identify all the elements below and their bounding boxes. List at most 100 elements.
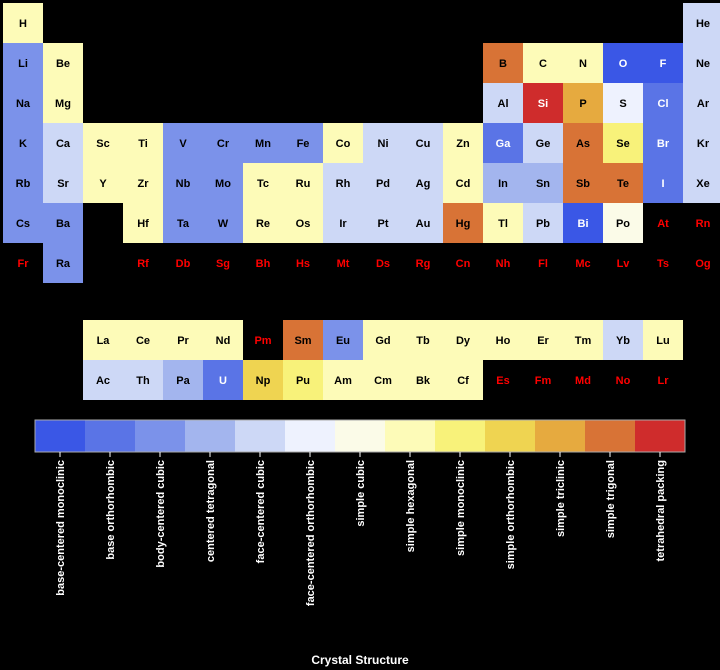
element-cell-zn: Zn (443, 123, 483, 163)
element-tile-tl (483, 203, 523, 243)
element-cell-br: Br (643, 123, 683, 163)
colorbar-label: simple orthorhombic (505, 460, 517, 569)
element-cell-rg: Rg (416, 258, 431, 270)
element-symbol: In (498, 178, 508, 190)
element-cell-la: La (83, 320, 123, 360)
element-symbol: Ar (697, 98, 710, 110)
element-symbol: Si (538, 98, 548, 110)
element-cell-in: In (483, 163, 523, 203)
element-symbol: Tm (575, 335, 592, 347)
element-tile-li (3, 43, 43, 83)
element-tile-ga (483, 123, 523, 163)
colorbar-label: base-centered monoclinic (55, 460, 67, 596)
element-symbol: C (539, 58, 547, 70)
element-cell-yb: Yb (603, 320, 643, 360)
element-tile-sn (523, 163, 563, 203)
element-symbol: Rf (137, 258, 149, 270)
element-symbol: Ni (378, 138, 389, 150)
element-tile-cu (403, 123, 443, 163)
element-cell-pm: Pm (254, 335, 271, 347)
element-tile-po (603, 203, 643, 243)
element-symbol: Rb (16, 178, 31, 190)
element-tile-ra (43, 243, 83, 283)
element-cell-gd: Gd (363, 320, 403, 360)
element-symbol: Ds (376, 258, 390, 270)
element-symbol: Se (616, 138, 629, 150)
element-cell-pa: Pa (163, 360, 203, 400)
element-cell-sn: Sn (523, 163, 563, 203)
element-tile-ca (43, 123, 83, 163)
element-tile-s (603, 83, 643, 123)
element-cell-ru: Ru (283, 163, 323, 203)
element-cell-b: B (483, 43, 523, 83)
element-cell-lu: Lu (643, 320, 683, 360)
element-tile-cs (3, 203, 43, 243)
colorbar-swatch (135, 420, 186, 452)
element-cell-f: F (643, 43, 683, 83)
colorbar-label: body-centered cubic (155, 460, 167, 568)
element-symbol: Tb (416, 335, 430, 347)
element-tile-zr (123, 163, 163, 203)
colorbar-swatch (635, 420, 686, 452)
element-symbol: Th (136, 375, 150, 387)
element-tile-cd (443, 163, 483, 203)
element-tile-bi (563, 203, 603, 243)
element-cell-no: No (616, 375, 631, 387)
element-symbol: K (19, 138, 27, 150)
element-tile-v (163, 123, 203, 163)
element-tile-ru (283, 163, 323, 203)
element-symbol: Db (176, 258, 191, 270)
element-tile-pu (283, 360, 323, 400)
element-tile-ac (83, 360, 123, 400)
element-cell-pu: Pu (283, 360, 323, 400)
element-cell-mc: Mc (575, 258, 590, 270)
colorbar-label: centered tetragonal (205, 460, 217, 562)
element-cell-ra: Ra (43, 243, 83, 283)
element-tile-tb (403, 320, 443, 360)
element-symbol: F (660, 58, 667, 70)
element-symbol: Am (334, 375, 352, 387)
element-cell-pr: Pr (163, 320, 203, 360)
colorbar-label: simple trigonal (605, 460, 617, 538)
colorbar-label: simple monoclinic (455, 460, 467, 556)
element-cell-rb: Rb (3, 163, 43, 203)
element-tile-ir (323, 203, 363, 243)
element-symbol: Og (695, 258, 710, 270)
element-cell-xe: Xe (683, 163, 720, 203)
element-cell-sm: Sm (283, 320, 323, 360)
element-cell-si: Si (523, 83, 563, 123)
element-symbol: Co (336, 138, 351, 150)
element-cell-mt: Mt (337, 258, 350, 270)
element-cell-am: Am (323, 360, 363, 400)
element-tile-eu (323, 320, 363, 360)
colorbar-label: face-centered cubic (255, 460, 267, 563)
element-symbol: Xe (696, 178, 709, 190)
element-cell-sr: Sr (43, 163, 83, 203)
element-tile-nd (203, 320, 243, 360)
element-symbol: Ce (136, 335, 150, 347)
element-cell-ds: Ds (376, 258, 390, 270)
element-symbol: Os (296, 218, 311, 230)
element-symbol: Nb (176, 178, 191, 190)
element-cell-n: N (563, 43, 603, 83)
element-symbol: Fr (18, 258, 30, 270)
element-cell-ni: Ni (363, 123, 403, 163)
element-cell-dy: Dy (443, 320, 483, 360)
element-cell-co: Co (323, 123, 363, 163)
element-tile-tm (563, 320, 603, 360)
element-tile-ge (523, 123, 563, 163)
element-symbol: Cn (456, 258, 471, 270)
element-cell-bi: Bi (563, 203, 603, 243)
element-cell-cm: Cm (363, 360, 403, 400)
element-tile-w (203, 203, 243, 243)
element-tile-ta (163, 203, 203, 243)
element-symbol: Hf (137, 218, 149, 230)
element-symbol: Mg (55, 98, 71, 110)
element-symbol: Sb (576, 178, 590, 190)
element-tile-he (683, 3, 720, 43)
element-symbol: U (219, 375, 227, 387)
element-cell-ce: Ce (123, 320, 163, 360)
element-cell-fl: Fl (538, 258, 548, 270)
element-symbol: Mt (337, 258, 350, 270)
colorbar-swatch (535, 420, 586, 452)
